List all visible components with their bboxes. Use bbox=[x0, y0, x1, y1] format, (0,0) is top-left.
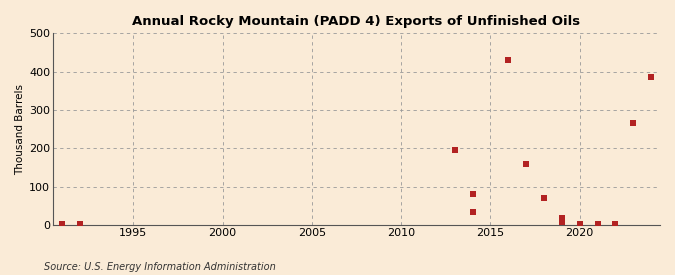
Point bbox=[467, 192, 478, 196]
Point bbox=[57, 222, 68, 227]
Point bbox=[450, 147, 460, 152]
Title: Annual Rocky Mountain (PADD 4) Exports of Unfinished Oils: Annual Rocky Mountain (PADD 4) Exports o… bbox=[132, 15, 580, 28]
Text: Source: U.S. Energy Information Administration: Source: U.S. Energy Information Administ… bbox=[44, 262, 275, 272]
Point bbox=[503, 58, 514, 62]
Point bbox=[592, 221, 603, 226]
Point bbox=[646, 75, 657, 80]
Point bbox=[467, 210, 478, 214]
Point bbox=[539, 196, 549, 200]
Point bbox=[74, 222, 85, 227]
Y-axis label: Thousand Barrels: Thousand Barrels bbox=[15, 84, 25, 175]
Point bbox=[556, 216, 567, 221]
Point bbox=[574, 221, 585, 226]
Point bbox=[520, 162, 531, 166]
Point bbox=[628, 120, 639, 125]
Point bbox=[610, 221, 621, 226]
Point bbox=[556, 220, 567, 224]
